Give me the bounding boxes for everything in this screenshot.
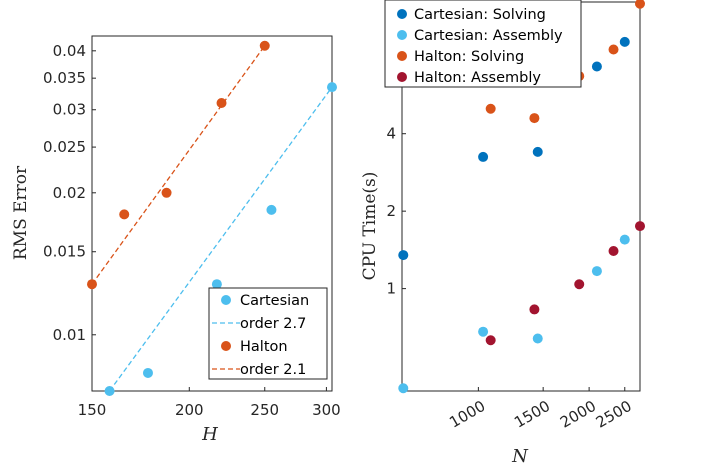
right-point-cartesian-solving-2 <box>532 146 543 157</box>
legend-marker-halton-solving <box>397 51 407 61</box>
right-x-tick-label-1500: 1500 <box>511 397 553 432</box>
left-point-halton-4 <box>259 40 270 51</box>
legend-label-cartesian-solving: Cartesian: Solving <box>414 7 546 23</box>
left-y-tick-label-0-04: 0.04 <box>53 42 86 60</box>
left-point-cartesian-3 <box>266 204 277 215</box>
right-point-cartesian-assembly-2 <box>532 333 543 344</box>
left-point-halton-2 <box>161 187 172 198</box>
right-point-cartesian-assembly-0 <box>398 383 409 394</box>
legend-marker-halton-assembly <box>397 72 407 82</box>
legend-label-cartesian-assembly: Cartesian: Assembly <box>414 28 563 44</box>
left-legend: Cartesian order 2.7 Halton order 2.1 <box>208 287 328 380</box>
legend-label-cartesian: Cartesian <box>240 293 309 309</box>
left-point-halton-1 <box>119 209 130 220</box>
right-y-tick-label-1: 1 <box>386 280 396 298</box>
right-point-cartesian-solving-1 <box>478 151 489 162</box>
left-y-tick-label-0-02: 0.02 <box>53 184 86 202</box>
right-point-cartesian-solving-0 <box>398 250 409 261</box>
left-point-halton-3 <box>216 98 227 109</box>
right-point-halton-assembly-1 <box>529 304 540 315</box>
right-point-halton-assembly-0 <box>485 335 496 346</box>
legend-marker-cartesian-solving <box>397 9 407 19</box>
left-series-line-order-2-1 <box>91 45 266 285</box>
right-y-tick-label-2: 2 <box>386 202 396 220</box>
left-y-tick-label-0-03: 0.03 <box>53 101 86 119</box>
left-x-axis-label: H <box>201 424 218 445</box>
right-x-tick-label-2000: 2000 <box>557 397 599 432</box>
right-point-cartesian-assembly-3 <box>591 266 602 277</box>
right-point-halton-solving-4 <box>635 0 645 9</box>
right-point-halton-assembly-4 <box>635 221 645 232</box>
right-point-cartesian-solving-4 <box>619 36 630 47</box>
legend-label-halton-solving: Halton: Solving <box>414 49 524 65</box>
left-x-tick-label-200: 200 <box>175 401 204 419</box>
legend-label-halton-assembly: Halton: Assembly <box>414 70 541 86</box>
left-y-axis-label: RMS Error <box>11 165 31 260</box>
right-point-halton-assembly-3 <box>608 246 619 257</box>
right-x-tick-label-2500: 2500 <box>593 397 635 432</box>
legend-marker-cartesian <box>221 295 231 305</box>
right-x-axis-label: N <box>511 446 529 467</box>
left-y-tick-label-0-025: 0.025 <box>43 138 86 156</box>
left-point-cartesian-4 <box>327 82 337 93</box>
right-point-cartesian-assembly-1 <box>478 326 489 337</box>
right-y-tick-label-4: 4 <box>386 125 396 143</box>
right-legend: Cartesian: Solving Cartesian: Assembly H… <box>384 0 582 88</box>
left-point-halton-0 <box>87 279 97 290</box>
legend-label-order-2-7: order 2.7 <box>240 316 306 332</box>
legend-label-order-2-1: order 2.1 <box>240 362 306 378</box>
left-x-ticks: 150 200 250 300 <box>78 387 341 419</box>
left-x-tick-label-300: 300 <box>312 401 341 419</box>
left-point-cartesian-0 <box>104 386 115 396</box>
left-point-cartesian-2 <box>211 279 222 290</box>
left-y-tick-label-0-01: 0.01 <box>53 326 86 344</box>
right-plot-area <box>398 0 645 394</box>
right-point-cartesian-solving-3 <box>591 61 602 72</box>
left-y-ticks: 0.01 0.015 0.02 0.025 0.03 0.035 0.04 <box>43 42 96 344</box>
right-point-halton-solving-3 <box>608 44 619 55</box>
left-y-tick-label-0-035: 0.035 <box>43 69 86 87</box>
left-point-cartesian-1 <box>142 367 153 378</box>
right-point-halton-solving-0 <box>485 103 496 114</box>
right-legend-box <box>384 0 582 88</box>
legend-marker-halton <box>221 341 231 351</box>
left-x-tick-label-250: 250 <box>250 401 279 419</box>
right-point-halton-solving-1 <box>529 113 540 124</box>
legend-marker-cartesian-assembly <box>397 30 407 40</box>
legend-label-halton: Halton <box>240 339 288 355</box>
right-point-cartesian-assembly-4 <box>619 234 630 245</box>
right-y-axis-label: CPU Time(s) <box>360 172 380 281</box>
left-x-tick-label-150: 150 <box>78 401 107 419</box>
left-series-line-order-2-7 <box>109 86 333 392</box>
left-y-tick-label-0-015: 0.015 <box>43 243 86 261</box>
right-point-halton-assembly-2 <box>574 279 585 290</box>
left-plot-area <box>87 40 337 396</box>
right-x-tick-label-1000: 1000 <box>446 397 488 432</box>
